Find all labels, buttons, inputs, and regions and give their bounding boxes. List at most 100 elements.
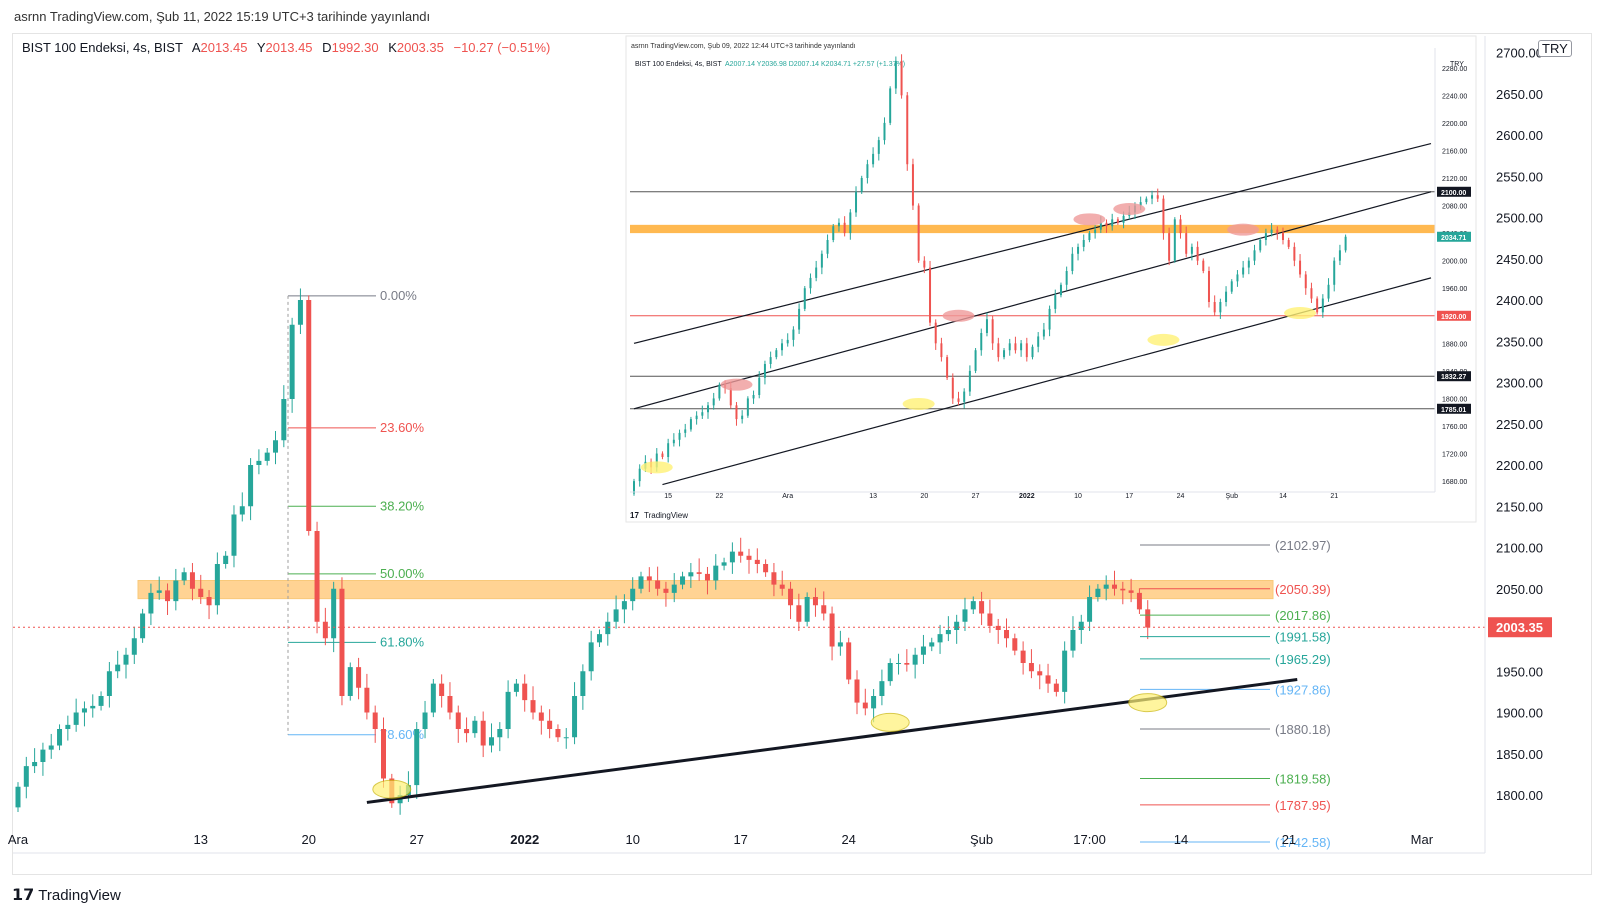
candle [771, 572, 777, 585]
inset-candle [1327, 284, 1330, 299]
candle [962, 609, 968, 622]
price-tick-label: 2550.00 [1496, 169, 1543, 184]
candle [148, 592, 154, 614]
inset-candle [655, 453, 658, 468]
inset-resistance-ellipse [942, 309, 975, 322]
candle [862, 702, 868, 709]
inset-candle [1253, 250, 1256, 261]
inset-candle [1264, 233, 1267, 240]
inset-candle [1071, 253, 1074, 271]
candle [1145, 609, 1151, 628]
inset-candle [775, 350, 778, 358]
candle [81, 708, 87, 713]
candle [812, 597, 818, 606]
inset-legend-values: A2007.14 Y2036.98 D2007.14 K2034.71 +27.… [725, 61, 905, 68]
candle [32, 762, 38, 767]
inset-candle [963, 391, 966, 402]
candle [1128, 590, 1134, 593]
inset-price-tick-label: 1880.00 [1442, 341, 1467, 348]
candle [970, 601, 976, 610]
inset-candle [638, 468, 641, 482]
candle [788, 588, 794, 606]
candle [821, 605, 827, 614]
time-tick-label: 27 [409, 832, 423, 847]
candle [248, 465, 254, 507]
inset-candle [929, 267, 932, 323]
candle [505, 691, 511, 729]
price-tick-label: 2650.00 [1496, 87, 1543, 102]
time-tick-label: 20 [302, 832, 316, 847]
inset-candle [1116, 219, 1119, 223]
candle [131, 638, 137, 655]
inset-candle [1054, 295, 1057, 309]
candle [746, 555, 752, 560]
candle [680, 576, 686, 585]
inset-candle [940, 343, 943, 358]
inset-candle [968, 370, 971, 392]
inset-candle [1316, 298, 1319, 313]
inset-channel-line [633, 142, 1432, 344]
currency-button[interactable]: TRY [1538, 40, 1572, 57]
inset-candle [866, 164, 869, 178]
support-touch-ellipse [870, 712, 910, 732]
inset-candle [1270, 229, 1273, 234]
inset-time-tick-label: 17 [1125, 493, 1133, 500]
inset-candle [809, 277, 812, 289]
main-plot: 0.00% 23.60% 38.20% 50.00% 61.80% 78.60% (2102… [8, 36, 1552, 854]
time-tick-label: 24 [841, 832, 855, 847]
candle [115, 664, 121, 672]
inset-price-tag-label: 2100.00 [1441, 190, 1466, 197]
candle [837, 642, 843, 647]
inset-price-tick-label: 2120.00 [1442, 176, 1467, 183]
inset-candle [1321, 298, 1324, 313]
candle [256, 460, 262, 465]
inset-publish-note: asrnn TradingView.com, Şub 09, 2022 12:4… [631, 43, 856, 50]
time-tick-label: Mar [1411, 832, 1434, 847]
inset-candle [974, 350, 977, 371]
candle [480, 720, 486, 746]
inset-candle [1196, 246, 1199, 261]
inset-candle [684, 429, 687, 433]
inset-candle [911, 164, 914, 206]
inset-candle [820, 253, 823, 268]
price-tick-label: 1850.00 [1496, 747, 1543, 762]
candle [1020, 650, 1026, 663]
inset-candle [900, 60, 903, 96]
inset-candle [1213, 302, 1216, 313]
candle [206, 597, 212, 606]
candle [23, 766, 29, 787]
inset-candle [792, 329, 795, 340]
inset-candle [1299, 260, 1302, 275]
candle [289, 324, 295, 399]
inset-candle [1031, 346, 1034, 358]
candle [696, 572, 702, 574]
inset-tradingview-logo-icon: 17 [630, 511, 639, 520]
candle [1062, 650, 1068, 692]
inset-candle [1219, 302, 1222, 313]
candle [522, 683, 528, 701]
inset-candle [1333, 260, 1336, 285]
inset-candle [1162, 198, 1165, 234]
inset-frame [625, 35, 1477, 523]
time-tick-label: 14 [1174, 832, 1188, 847]
inset-price-tag [1437, 371, 1471, 382]
candle [613, 609, 619, 622]
publish-note: asrnn TradingView.com, Şub 11, 2022 15:1… [14, 9, 431, 24]
time-tick-label: 2022 [510, 832, 539, 847]
candle [65, 724, 71, 729]
inset-time-tick-label: 15 [664, 493, 672, 500]
candle [90, 705, 96, 709]
candle [513, 683, 519, 692]
candle [763, 564, 769, 573]
candle [165, 590, 171, 602]
candle [896, 663, 902, 664]
inset-candle [837, 222, 840, 227]
inset-candle [826, 240, 829, 254]
inset-candle [832, 226, 835, 240]
candle [372, 712, 378, 729]
candle [887, 663, 893, 682]
candle [123, 654, 129, 665]
candle [671, 584, 677, 593]
candle [646, 576, 652, 581]
